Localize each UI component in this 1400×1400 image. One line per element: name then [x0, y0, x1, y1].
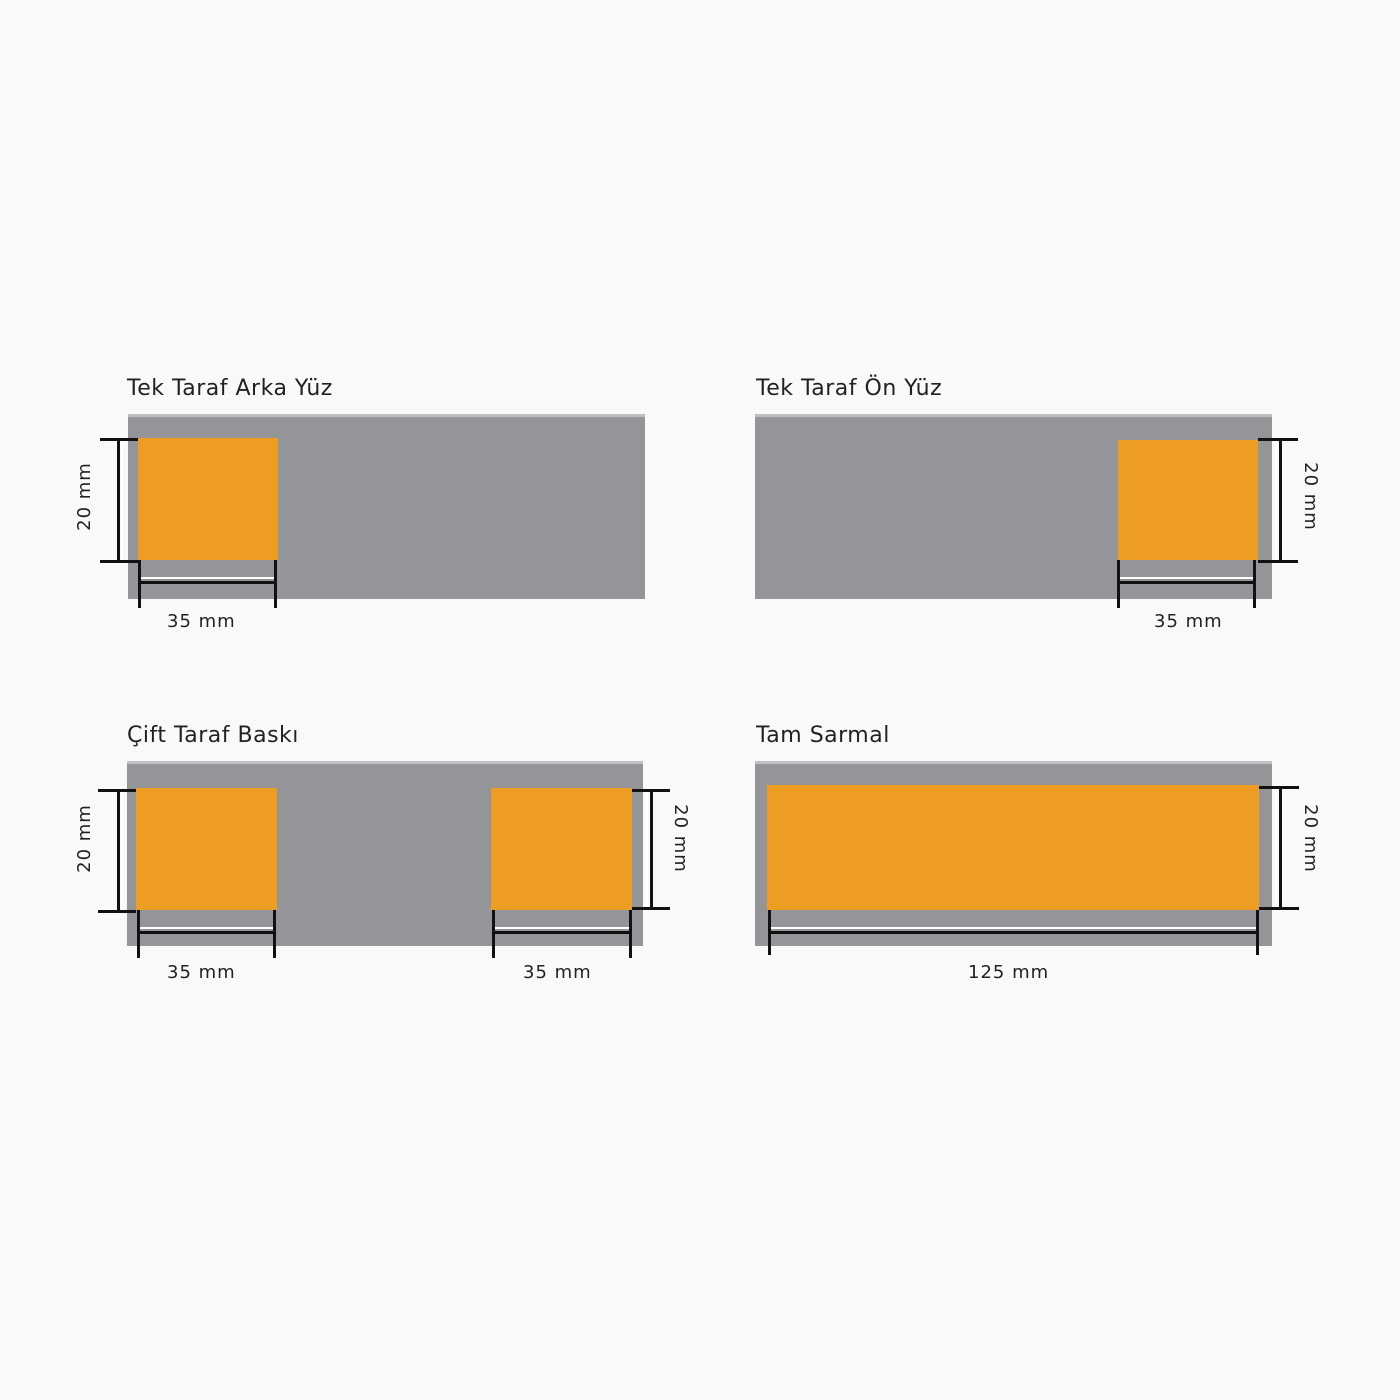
height-dim-line: [117, 789, 120, 913]
height-dim-line: [1279, 786, 1282, 910]
print-zone-double-right: [491, 788, 632, 910]
width-label-double-right: 35 mm: [523, 962, 592, 983]
panel-title-double-side: Çift Taraf Baskı: [127, 723, 299, 748]
height-dim-white-line: [121, 792, 123, 910]
print-zone-front-side: [1118, 440, 1258, 560]
width-dim-right-tick: [629, 910, 632, 958]
width-label-front-side: 35 mm: [1154, 611, 1223, 632]
width-dim-right-tick: [274, 560, 277, 608]
width-dim-left-tick: [492, 910, 495, 958]
width-dim-white-line: [141, 577, 274, 579]
width-dim-left-tick: [137, 910, 140, 958]
width-dim-white-line: [771, 927, 1256, 929]
width-dim-white-line: [495, 927, 629, 929]
panel-title-front-side: Tek Taraf Ön Yüz: [756, 376, 943, 401]
width-dim-line: [137, 931, 276, 934]
height-dim-line: [1279, 438, 1282, 563]
print-zone-back-side: [138, 438, 278, 560]
width-label-back-side: 35 mm: [167, 611, 236, 632]
print-zone-full-wrap: [767, 785, 1259, 910]
height-label-double-left: 20 mm: [73, 804, 95, 873]
height-dim-white-line: [1275, 441, 1277, 560]
width-label-double-left: 35 mm: [167, 962, 236, 983]
width-dim-right-tick: [273, 910, 276, 958]
height-dim-top-tick: [1258, 438, 1298, 441]
height-dim-white-line: [121, 441, 123, 560]
height-label-back-side: 20 mm: [73, 462, 95, 531]
height-dim-bottom-tick: [1258, 560, 1298, 563]
height-dim-line: [650, 789, 653, 910]
width-dim-white-line: [140, 927, 273, 929]
panel-title-back-side: Tek Taraf Arka Yüz: [127, 376, 333, 401]
width-dim-line: [138, 581, 277, 584]
width-dim-line: [492, 931, 632, 934]
width-dim-line: [1117, 581, 1256, 584]
width-dim-right-tick: [1253, 560, 1256, 608]
print-zone-double-left: [136, 788, 277, 910]
height-dim-white-line: [646, 792, 648, 907]
height-label-full-wrap: 20 mm: [1299, 804, 1321, 873]
height-dim-line: [117, 438, 120, 563]
width-dim-left-tick: [138, 560, 141, 608]
width-dim-line: [768, 931, 1259, 934]
height-dim-white-line: [1275, 789, 1277, 907]
width-dim-white-line: [1120, 577, 1253, 579]
height-label-double-right: 20 mm: [669, 804, 691, 873]
width-dim-left-tick: [1117, 560, 1120, 608]
panel-title-full-wrap: Tam Sarmal: [756, 723, 890, 748]
width-label-full-wrap: 125 mm: [968, 962, 1050, 983]
height-label-front-side: 20 mm: [1299, 462, 1321, 531]
